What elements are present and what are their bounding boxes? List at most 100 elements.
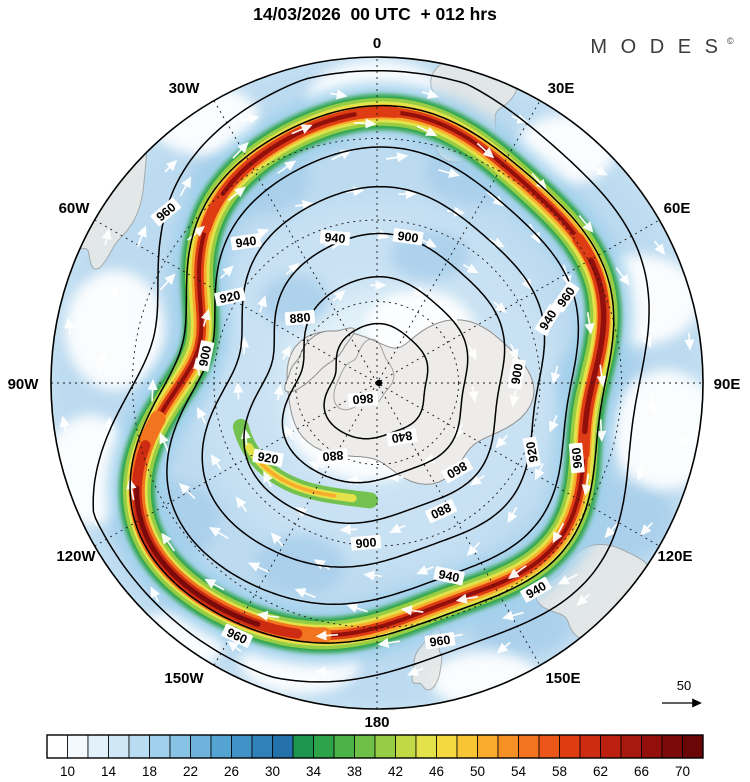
contour-label-bg [317,448,349,465]
height-contours [92,69,650,683]
wind-arrow [257,295,267,313]
contour-label: 900 [195,340,215,372]
wind-arrow [277,160,297,174]
wind-arrow [247,562,269,573]
pole-marker [375,379,383,387]
wind-arrow [495,434,508,449]
colorbar-tick-label: 54 [511,764,527,779]
contour-label-bg [507,358,526,390]
wind-arrow [331,149,352,161]
contour-label-bg [150,197,182,227]
contour-label-text: 900 [508,363,525,386]
colorbar-cell [456,734,478,759]
wind-arrow [273,383,284,401]
wind-arrow [235,496,248,512]
wind-arrow [447,308,458,324]
contour-label-bg [425,499,458,524]
contour-label-bg [284,309,316,326]
jet-streak [134,485,261,627]
wind-arrow [178,482,196,500]
wind-arrow [647,392,658,415]
wind-arrow [604,520,620,539]
wind-arrow [263,470,273,487]
wind-arrow [531,172,547,191]
colorbar-cell [497,734,519,759]
reference-vector-label: 50 [677,678,691,693]
wind-arrow [179,176,192,197]
contour-label-text: 880 [289,310,311,326]
wind-arrow [466,542,480,557]
contour-label-bg [520,576,552,603]
contour-label: 880 [284,309,316,326]
wind-arrow [346,603,368,613]
wind-arrow [636,458,647,481]
longitude-label: 120E [657,548,692,565]
colorbar-cell [210,734,232,759]
contour-label: 960 [424,632,456,650]
wind-arrow [385,152,409,163]
shaded-wind-field [51,57,703,709]
wind-arrow [421,237,438,248]
wind-arrow [108,285,118,308]
longitude-label: 180 [364,714,389,731]
wind-arrow [576,593,590,607]
wind-arrow [496,641,511,654]
wind-arrow [508,343,519,361]
colorbar-cell [374,734,396,759]
wind-arrow [240,427,251,446]
contour-label-bg [441,457,473,484]
colorbar-cell [579,734,601,759]
contour-label: 900 [350,534,382,551]
brand-copyright-mark: © [727,36,734,46]
contour-label-bg [552,281,580,313]
contour-label: 900 [507,358,526,390]
wind-arrow [220,265,234,279]
calm-patch [430,652,540,708]
wind-arrow [281,345,291,361]
contour-label-text: 960 [569,447,585,469]
colorbar-cell [620,734,642,759]
contour-label-bg [252,448,284,467]
contour-label-text: 940 [324,230,346,246]
contour-label: 940 [230,233,262,251]
wind-arrow [291,124,313,135]
wind-arrow [233,381,244,400]
contour-label-text: 880 [322,448,344,464]
colorbar-cell [67,734,89,759]
contour-label-bg [424,632,456,650]
wind-arrow [270,532,284,547]
wind-arrow [196,406,207,424]
colorbar-cell [251,734,273,759]
colorbar-cell [46,734,68,759]
contour-label-bg [534,304,561,336]
wind-arrow [187,225,205,241]
colorbar-cell [600,734,622,759]
contour-label: 920 [522,436,541,468]
contour-line-960 [92,69,650,683]
wind-arrow [416,565,434,575]
wind-arrow [345,186,365,197]
wind-arrow [400,605,424,616]
wind-arrow [596,364,607,388]
wind-arrow [242,114,260,125]
wind-arrow [466,345,477,361]
colorbar-tick-labels: 10 14 18 22 26 30 34 38 42 46 50 54 58 62 66 70 [60,764,690,779]
wind-arrow [164,159,178,173]
contour-label: 940 [433,566,465,586]
contour-label-bg [221,623,254,648]
wind-arrow [389,523,406,533]
colorbar-cell [292,734,314,759]
calm-patch [610,370,703,490]
wind-arrow [406,666,424,676]
longitude-label: 150W [164,670,204,687]
wind-arrow [285,262,300,275]
wind-arrow [507,565,527,580]
colorbar-cell [395,734,417,759]
jet-streak [582,257,607,435]
map-boundary-circle [50,56,704,710]
wind-arrow [377,637,401,648]
contour-label: 940 [319,229,351,246]
contour-label-text: 960 [429,633,452,650]
contour-label-bg [568,442,585,474]
